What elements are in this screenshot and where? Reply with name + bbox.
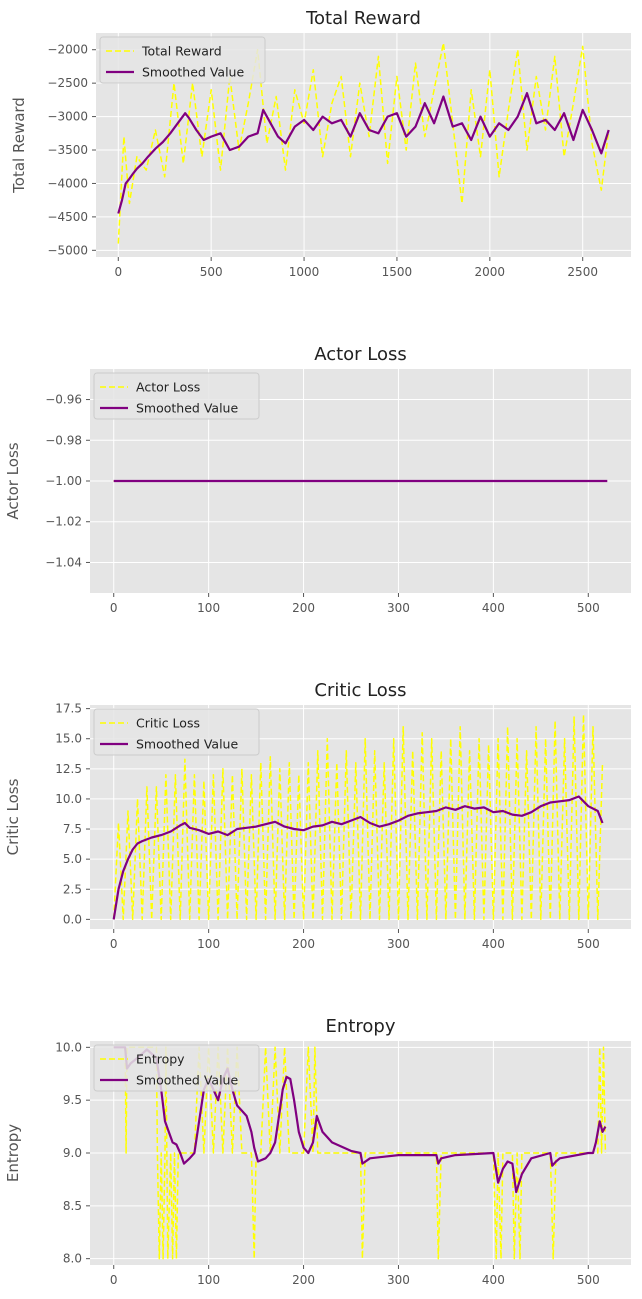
entropy-x-tick-label: 300	[387, 1273, 410, 1287]
critic-loss-x-tick-label: 200	[292, 937, 315, 951]
total-reward-x-tick-label: 2000	[475, 265, 506, 279]
total-reward-x-tick-label: 2500	[567, 265, 598, 279]
actor-loss-chart: 0 100 200 300 400 500 −1.04 −1.02 −1.00 −0.98 −0.9…	[4, 344, 631, 615]
entropy-x-tick-label: 200	[292, 1273, 315, 1287]
actor-loss-x-tick-label: 400	[482, 601, 505, 615]
total-reward-y-axis-label: Total Reward	[10, 97, 28, 194]
critic-loss-y-tick-label: 5.0	[63, 852, 82, 866]
actor-loss-x-tick-label: 500	[577, 601, 600, 615]
total-reward-y-tick-label: −2500	[47, 76, 88, 90]
entropy-chart: 0 100 200 300 400 5008.08.59.09.510.0EntropyE…	[4, 1016, 631, 1287]
actor-loss-x-tick-label: 0	[110, 601, 118, 615]
actor-loss-x-tick-label: 200	[292, 601, 315, 615]
actor-loss-y-tick-label: −0.98	[45, 433, 82, 447]
actor-loss-x-tick-label: 100	[197, 601, 220, 615]
total-reward-y-tick-label: −2000	[47, 43, 88, 57]
total-reward-series-total-reward	[117, 42, 610, 244]
total-reward-legend-label-total-reward: Total Reward	[141, 44, 222, 59]
entropy-y-tick-label: 8.0	[63, 1252, 82, 1266]
entropy-legend-label-entropy: Entropy	[136, 1052, 185, 1067]
entropy-x-tick-label: 0	[110, 1273, 118, 1287]
total-reward-y-tick-label: −5000	[47, 243, 88, 257]
actor-loss-x-tick-label: 300	[387, 601, 410, 615]
total-reward-y-tick-label: −3500	[47, 143, 88, 157]
critic-loss-x-tick-label: 0	[110, 937, 118, 951]
entropy-x-tick-label: 400	[482, 1273, 505, 1287]
actor-loss-legend: Actor Loss Smoothed Value	[93, 372, 260, 420]
critic-loss-series-smoothed-value	[112, 795, 604, 920]
critic-loss-y-tick-label: 7.5	[63, 822, 82, 836]
critic-loss-x-tick-label: 100	[197, 937, 220, 951]
actor-loss-y-axis-label: Actor Loss	[4, 442, 22, 519]
critic-loss-y-axis-label: Critic Loss	[4, 778, 22, 855]
critic-loss-legend-label-smoothed-value: Smoothed Value	[136, 737, 238, 752]
total-reward-x-tick-label: 500	[200, 265, 223, 279]
total-reward-legend: Total Reward Smoothed Value	[99, 36, 266, 84]
total-reward-chart: 0 500 1000 1500 2000 2500 −5000 −4500 −4000 −3500…	[10, 8, 631, 279]
total-reward-title: Total Reward	[305, 8, 421, 29]
entropy-x-tick-label: 100	[197, 1273, 220, 1287]
entropy-series-entropy	[113, 1046, 607, 1260]
critic-loss-x-tick-label: 500	[577, 937, 600, 951]
actor-loss-y-tick-label: −1.04	[45, 555, 82, 569]
actor-loss-legend-box	[93, 372, 260, 420]
critic-loss-y-tick-label: 12.5	[55, 762, 82, 776]
actor-loss-legend-label-smoothed-value: Smoothed Value	[136, 401, 238, 416]
critic-loss-title: Critic Loss	[314, 680, 406, 701]
entropy-y-tick-label: 9.0	[63, 1146, 82, 1160]
critic-loss-y-tick-label: 15.0	[55, 732, 82, 746]
actor-loss-y-tick-label: −1.00	[45, 474, 82, 488]
critic-loss-legend: Critic Loss Smoothed Value	[93, 708, 260, 756]
entropy-y-axis-label: Entropy	[4, 1124, 22, 1182]
total-reward-x-tick-label: 0	[114, 265, 122, 279]
critic-loss-x-tick-label: 300	[387, 937, 410, 951]
total-reward-y-tick-label: −4500	[47, 210, 88, 224]
critic-loss-x-tick-label: 400	[482, 937, 505, 951]
entropy-legend-box	[93, 1044, 260, 1092]
entropy-title: Entropy	[326, 1016, 396, 1037]
total-reward-x-tick-label: 1500	[382, 265, 413, 279]
total-reward-y-tick-label: −3000	[47, 110, 88, 124]
critic-loss-legend-label-critic-loss: Critic Loss	[136, 716, 200, 731]
entropy-y-tick-label: 8.5	[63, 1199, 82, 1213]
actor-loss-y-tick-label: −1.02	[45, 515, 82, 529]
critic-loss-y-tick-label: 10.0	[55, 792, 82, 806]
critic-loss-y-tick-label: 17.5	[55, 702, 82, 716]
total-reward-legend-label-smoothed-value: Smoothed Value	[142, 65, 244, 80]
total-reward-y-tick-label: −4000	[47, 176, 88, 190]
actor-loss-legend-label-actor-loss: Actor Loss	[136, 380, 200, 395]
critic-loss-chart: 0 100 200 300 400 500 0.0 2.5 5.0 7.5 10.0 12.5 15.0…	[4, 680, 631, 951]
total-reward-legend-box	[99, 36, 266, 84]
critic-loss-y-tick-label: 0.0	[63, 912, 82, 926]
actor-loss-y-tick-label: −0.96	[45, 393, 82, 407]
total-reward-series-smoothed-value	[117, 92, 610, 214]
entropy-series-smoothed-value	[113, 1046, 607, 1194]
entropy-legend-label-smoothed-value: Smoothed Value	[136, 1073, 238, 1088]
total-reward-x-tick-label: 1000	[289, 265, 320, 279]
entropy-legend: Entropy Smoothed Value	[93, 1044, 260, 1092]
actor-loss-title: Actor Loss	[314, 344, 407, 365]
entropy-y-tick-label: 10.0	[55, 1040, 82, 1054]
entropy-x-tick-label: 500	[577, 1273, 600, 1287]
critic-loss-y-tick-label: 2.5	[63, 882, 82, 896]
critic-loss-legend-box	[93, 708, 260, 756]
entropy-y-tick-label: 9.5	[63, 1093, 82, 1107]
